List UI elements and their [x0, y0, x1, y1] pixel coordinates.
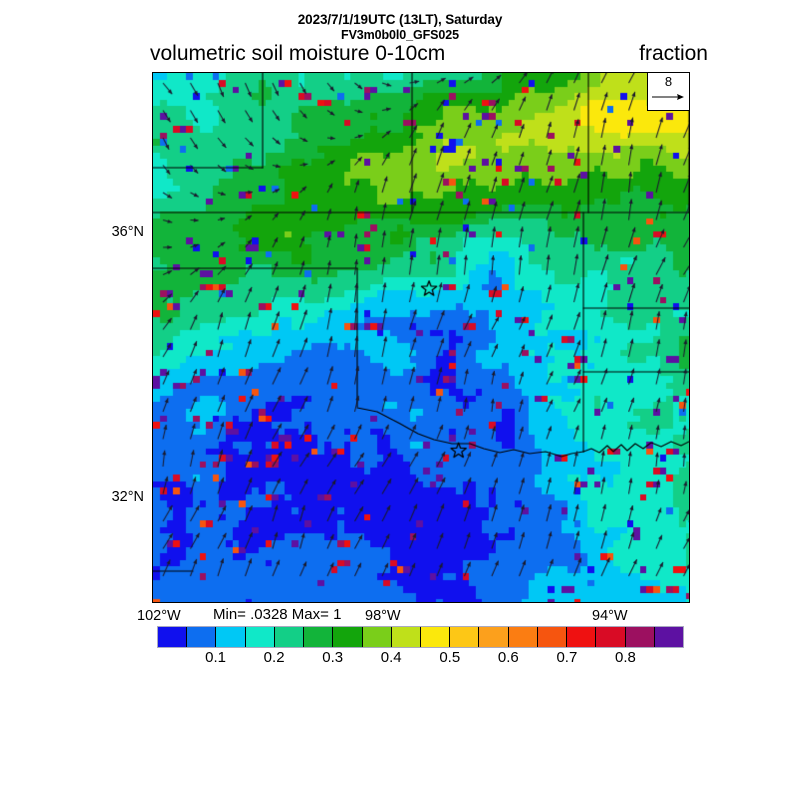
longitude-tick-94w: 94°W	[592, 608, 628, 624]
colorbar-segment-2	[216, 627, 246, 647]
colorbar-segment-5	[304, 627, 334, 647]
right-arrow-icon	[652, 94, 684, 100]
model-name-label: FV3m0b0l0_GFS025	[341, 28, 459, 42]
colorbar-tick-0.3: 0.3	[322, 649, 344, 666]
reference-vector-value: 8	[664, 74, 673, 89]
latitude-tick-36n: 36°N	[111, 224, 144, 240]
colorbar-segment-8	[391, 627, 421, 647]
units-label: fraction	[639, 42, 708, 65]
colorbar-segment-13	[537, 627, 568, 647]
colorbar-segment-6	[333, 627, 363, 647]
colorbar-tick-0.7: 0.7	[556, 649, 578, 666]
colorbar-segment-15	[596, 627, 626, 647]
colorbar-tick-labels: 0.1 0.2 0.3 0.4 0.5 0.6 0.7 0.8	[157, 649, 684, 671]
chart-header: 2023/7/1/19UTC (13LT), Saturday FV3m0b0l…	[0, 0, 800, 70]
colorbar-segment-12	[508, 627, 538, 647]
latitude-tick-32n: 32°N	[111, 489, 144, 505]
colorbar-tick-0.2: 0.2	[263, 649, 285, 666]
colorbar-segment-4	[274, 627, 305, 647]
page-title: volumetric soil moisture 0-10cm	[150, 42, 446, 65]
reference-vector-legend: 8	[647, 73, 689, 111]
colorbar-tick-0.1: 0.1	[205, 649, 226, 666]
colorbar-tick-0.6: 0.6	[497, 649, 519, 666]
longitude-tick-98w: 98°W	[365, 608, 401, 624]
colorbar: 0.1 0.2 0.3 0.4 0.5 0.6 0.7 0.8	[157, 626, 684, 666]
colorbar-segment-9	[420, 627, 451, 647]
colorbar-segments	[157, 626, 684, 648]
colorbar-tick-0.8: 0.8	[615, 649, 636, 666]
wind-vector-overlay	[153, 73, 689, 602]
colorbar-segment-10	[450, 627, 480, 647]
colorbar-segment-1	[187, 627, 217, 647]
colorbar-segment-11	[479, 627, 509, 647]
colorbar-segment-16	[625, 627, 655, 647]
colorbar-tick-0.4: 0.4	[380, 649, 402, 666]
colorbar-segment-7	[362, 627, 392, 647]
min-max-annotation: Min= .0328 Max= 1	[213, 606, 342, 623]
colorbar-segment-17	[654, 627, 683, 647]
colorbar-segment-3	[245, 627, 275, 647]
colorbar-segment-0	[158, 627, 188, 647]
timestamp-label: 2023/7/1/19UTC (13LT), Saturday	[297, 12, 503, 27]
colorbar-segment-14	[567, 627, 597, 647]
longitude-tick-102w: 102°W	[137, 608, 181, 624]
map-plot-area[interactable]: 8	[152, 72, 690, 603]
colorbar-tick-0.5: 0.5	[439, 649, 461, 666]
